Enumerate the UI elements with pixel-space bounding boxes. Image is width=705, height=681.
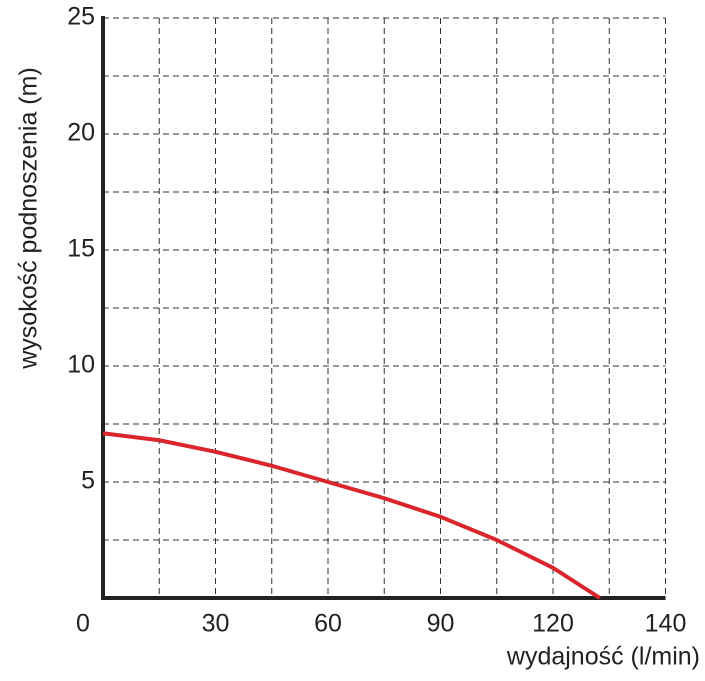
x-tick-label: 120 (532, 610, 574, 638)
y-tick-label: 5 (81, 467, 95, 495)
y-tick-label: 25 (67, 3, 95, 31)
y-tick-label: 20 (67, 119, 95, 147)
line-series (102, 431, 601, 600)
y-tick-label: 10 (67, 351, 95, 379)
x-tick-label: 60 (314, 610, 342, 638)
x-tick-label: 90 (427, 610, 455, 638)
x-tick-label: 30 (202, 610, 230, 638)
y-tick-label: 15 (67, 235, 95, 263)
y-axis-label: wysokość podnoszenia (m) (15, 67, 43, 370)
x-tick-label: 0 (76, 610, 90, 638)
x-tick-label: 140 (645, 610, 687, 638)
x-axis-label: wydajność (l/min) (506, 643, 700, 671)
